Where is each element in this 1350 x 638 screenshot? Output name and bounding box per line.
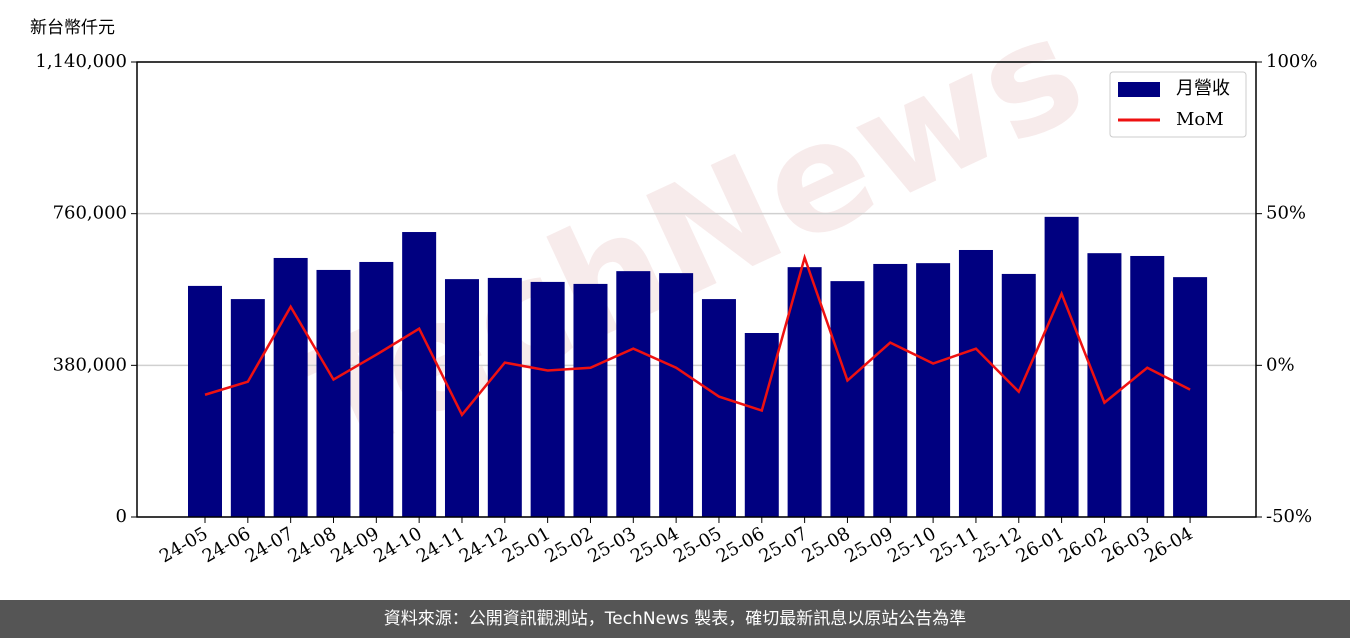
x-tick-label: 25-04: [627, 523, 682, 567]
bar: [316, 269, 351, 517]
x-tick-label: 26-02: [1055, 523, 1110, 567]
footer: 資料來源：公開資訊觀測站，TechNews 製表，確切最新訊息以原站公告為準: [0, 600, 1350, 638]
bar: [701, 299, 736, 517]
x-tick-label: 25-05: [670, 523, 725, 567]
x-tick-label: 24-12: [456, 523, 511, 567]
bar: [487, 277, 522, 517]
y-axis-label: 新台幣仟元: [30, 18, 115, 38]
bar: [188, 285, 222, 517]
x-tick-label: 25-01: [499, 523, 554, 567]
x-tick-label: 25-06: [713, 523, 768, 567]
chart: TechNews 新台幣仟元 0380,000760,0001,140,000-…: [30, 0, 1317, 567]
bar: [744, 333, 779, 517]
bar: [1044, 216, 1079, 517]
bar: [873, 263, 908, 517]
x-tick-label: 25-02: [542, 523, 597, 567]
line: [204, 253, 1191, 418]
bar: [530, 281, 565, 517]
bar: [958, 249, 993, 517]
x-tick-label: 26-04: [1141, 523, 1196, 567]
x-tick-label: 25-12: [970, 523, 1025, 567]
x-tick-label: 25-09: [841, 523, 896, 567]
x-tick-label: 25-11: [927, 523, 982, 567]
x-tick-label: 25-08: [799, 523, 854, 567]
bar: [273, 257, 308, 517]
bar: [1173, 277, 1208, 517]
y2-tick-label: 50%: [1266, 203, 1306, 224]
x-tick-label: 24-05: [156, 523, 211, 567]
bar: [402, 232, 437, 518]
x-tick-label: 24-06: [199, 523, 254, 567]
y2-tick-label: 100%: [1266, 51, 1317, 72]
x-tick-label: 24-08: [285, 523, 340, 567]
x-tick-label: 24-11: [413, 523, 468, 567]
x-tick-label: 24-10: [370, 523, 425, 567]
x-tick-label: 25-10: [884, 523, 939, 567]
y-tick-label: 0: [116, 506, 127, 527]
plot-frame: [136, 61, 1257, 518]
bar: [830, 281, 865, 517]
x-tick-label: 24-07: [242, 523, 297, 567]
x-tick-label: 26-01: [1013, 523, 1068, 567]
y2-tick-label: 0%: [1266, 354, 1295, 375]
x-tick-label: 25-07: [756, 523, 811, 567]
bar: [230, 299, 265, 517]
bar: [659, 273, 694, 517]
bar: [444, 279, 479, 517]
legend-label: MoM: [1176, 109, 1224, 130]
x-tick-label: 26-03: [1098, 523, 1153, 567]
y-tick-label: 1,140,000: [35, 51, 127, 72]
y-tick-label: 760,000: [53, 203, 127, 224]
bar: [916, 263, 951, 517]
bar: [616, 271, 651, 517]
legend-label: 月營收: [1176, 78, 1230, 99]
bar: [1130, 255, 1165, 517]
y2-tick-label: -50%: [1266, 506, 1312, 527]
x-tick-label: 24-09: [327, 523, 382, 567]
bar: [1087, 253, 1122, 518]
bar: [359, 261, 394, 517]
bar: [573, 283, 608, 517]
bar: [1001, 273, 1036, 517]
y-tick-label: 380,000: [53, 354, 127, 375]
legend-swatch: [1118, 82, 1160, 97]
bar: [787, 267, 822, 517]
x-tick-label: 25-03: [584, 523, 639, 567]
